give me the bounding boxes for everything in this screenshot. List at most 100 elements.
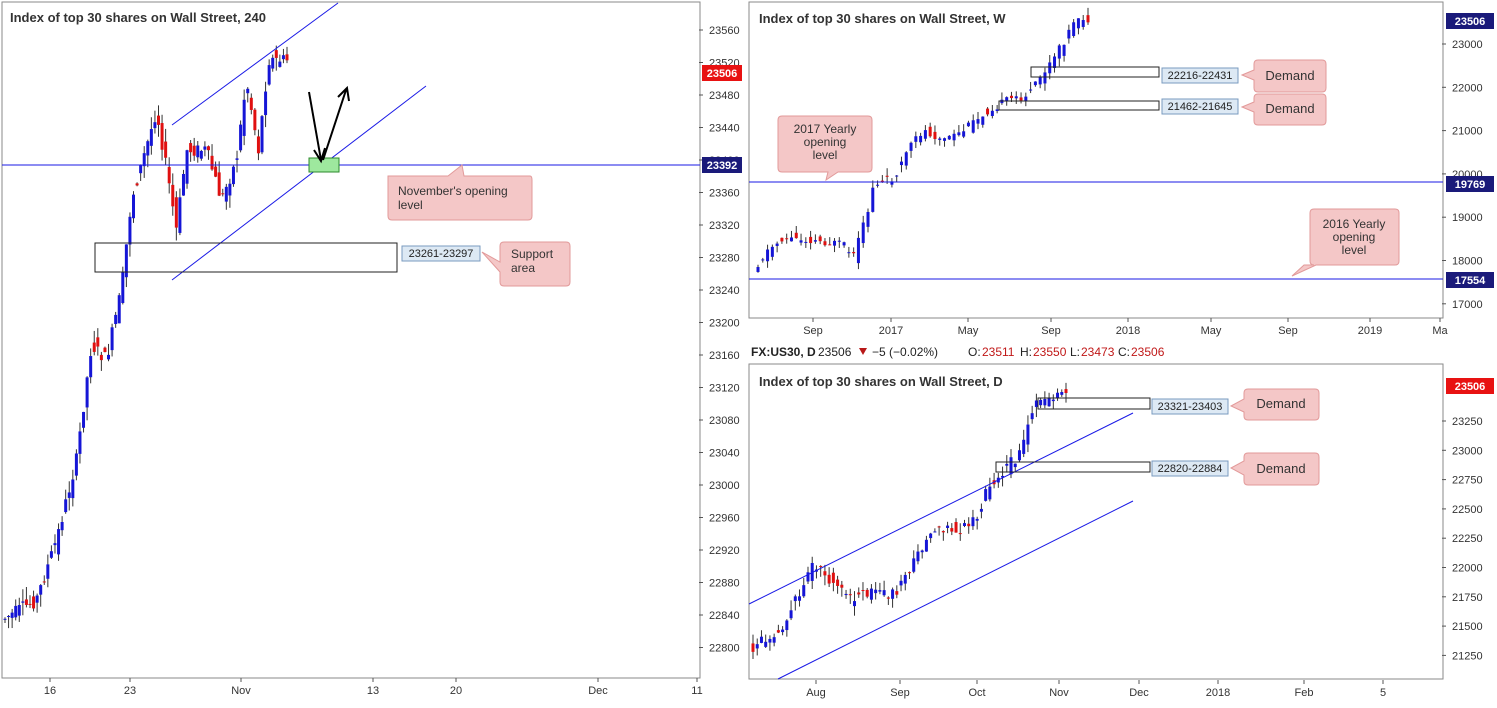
- ticker-change: −5 (−0.02%): [872, 345, 938, 359]
- candle-body: [1047, 398, 1051, 407]
- candle-body: [924, 539, 928, 552]
- y-tick-label: 23040: [709, 448, 740, 460]
- ticker-low-label: L:: [1070, 345, 1080, 359]
- candle-body: [909, 142, 913, 151]
- y-tick-label: 23000: [1452, 445, 1483, 457]
- x-tick-label: Dec: [588, 685, 608, 697]
- h4-november-callout: [387, 164, 533, 221]
- candle-body: [866, 211, 870, 227]
- candle-body: [842, 242, 846, 246]
- y-tick-label: 23360: [709, 188, 740, 200]
- x-tick-label: Aug: [806, 687, 826, 699]
- y-tick-label: 23250: [1452, 416, 1483, 428]
- candle-body: [908, 572, 911, 574]
- candle-body: [903, 574, 907, 584]
- candle-body: [139, 164, 143, 174]
- candle-body: [775, 243, 779, 246]
- candle-body: [943, 138, 947, 141]
- ticker-low: 23473: [1081, 345, 1115, 359]
- weekly-2017-callout-text-2: opening: [804, 135, 847, 149]
- candle-body: [789, 237, 793, 242]
- weekly-chart[interactable]: Index of top 30 shares on Wall Street, W…: [748, 0, 1497, 340]
- h4-up-arrow: [322, 89, 347, 161]
- candle-body: [171, 184, 175, 207]
- candle-body: [895, 175, 899, 177]
- candle-body: [1001, 475, 1005, 478]
- h4-support-area-box[interactable]: [94, 242, 398, 273]
- weekly-level-1: 19769: [1455, 179, 1486, 191]
- daily-channel-lower-line[interactable]: [777, 500, 1134, 680]
- candle-body: [1048, 62, 1052, 74]
- candle-body: [995, 109, 999, 112]
- candle-body: [1043, 398, 1047, 406]
- weekly-level-tag-2: [1446, 272, 1494, 288]
- candle-body: [806, 572, 810, 582]
- candle-body: [882, 590, 886, 596]
- y-tick-label: 17000: [1452, 299, 1483, 311]
- daily-chart[interactable]: FX:US30, D 23506 −5 (−0.02%) O: 23511 H:…: [748, 340, 1497, 703]
- h4-support-callout-text: Support: [511, 247, 554, 261]
- candle-body: [865, 589, 869, 597]
- candle-body: [267, 65, 271, 85]
- y-tick-label: 22000: [1452, 563, 1483, 575]
- weekly-demand-box-1[interactable]: [1030, 66, 1160, 78]
- candle-body: [210, 155, 214, 170]
- ticker-high: 23550: [1033, 345, 1067, 359]
- x-tick-label: 2018: [1116, 325, 1140, 337]
- h4-chart-pane[interactable]: Index of top 30 shares on Wall Street, 2…: [0, 0, 742, 703]
- candle-body: [886, 597, 890, 599]
- candle-body: [96, 337, 100, 347]
- candle-body: [199, 150, 203, 159]
- candle-body: [871, 187, 875, 212]
- x-tick-label: Feb: [1295, 687, 1314, 699]
- candle-body: [952, 133, 956, 141]
- candle-body: [751, 643, 755, 652]
- candle-body: [920, 550, 924, 553]
- candle-body: [285, 54, 289, 61]
- candle-body: [74, 453, 78, 476]
- candle-body: [976, 119, 980, 124]
- weekly-chart-pane[interactable]: Index of top 30 shares on Wall Street, W…: [748, 0, 1497, 340]
- y-tick-label: 22000: [1452, 82, 1483, 94]
- candle-body: [840, 584, 844, 588]
- candle-body: [789, 610, 793, 619]
- h4-channel-lower-line[interactable]: [171, 85, 427, 281]
- x-tick-label: 2017: [879, 325, 903, 337]
- h4-chart[interactable]: Index of top 30 shares on Wall Street, 2…: [0, 0, 742, 703]
- y-tick-label: 21000: [1452, 126, 1483, 138]
- weekly-demand-callout-1: [1240, 59, 1327, 93]
- candle-body: [981, 116, 985, 125]
- daily-title: Index of top 30 shares on Wall Street, D: [759, 374, 1003, 389]
- candle-body: [957, 132, 961, 136]
- candle-body: [281, 55, 285, 60]
- h4-plot-frame: [1, 1, 701, 679]
- candle-body: [756, 267, 760, 272]
- candle-body: [1019, 97, 1023, 101]
- x-tick-label: May: [1201, 325, 1222, 337]
- daily-chart-pane[interactable]: FX:US30, D 23506 −5 (−0.02%) O: 23511 H:…: [748, 340, 1497, 703]
- candle-body: [804, 241, 808, 243]
- y-tick-label: 22800: [709, 643, 740, 655]
- candle-body: [904, 152, 908, 166]
- daily-demand-box-1[interactable]: [1037, 397, 1151, 410]
- weekly-demand-box-2[interactable]: [998, 100, 1160, 111]
- candle-body: [984, 489, 988, 501]
- candle-body: [856, 237, 860, 264]
- candle-body: [876, 184, 880, 186]
- candle-body: [869, 588, 873, 600]
- daily-demand-callout-2: [1229, 452, 1320, 486]
- daily-y-axis: 23250 23000 22750 22500 22250 22000 21750 21500…: [1442, 416, 1483, 662]
- candle-body: [979, 508, 983, 512]
- ticker-close: 23506: [1131, 345, 1165, 359]
- h4-channel-upper-line[interactable]: [171, 2, 339, 126]
- daily-demand-box-2[interactable]: [995, 461, 1151, 473]
- daily-channel-upper-line[interactable]: [748, 412, 1134, 605]
- candle-body: [975, 518, 979, 521]
- candle-body: [823, 571, 827, 576]
- candle-body: [891, 589, 895, 599]
- candle-body: [114, 314, 118, 325]
- candle-body: [827, 574, 831, 584]
- h4-current-price-tag: [702, 65, 742, 81]
- x-tick-label: 2019: [1358, 325, 1382, 337]
